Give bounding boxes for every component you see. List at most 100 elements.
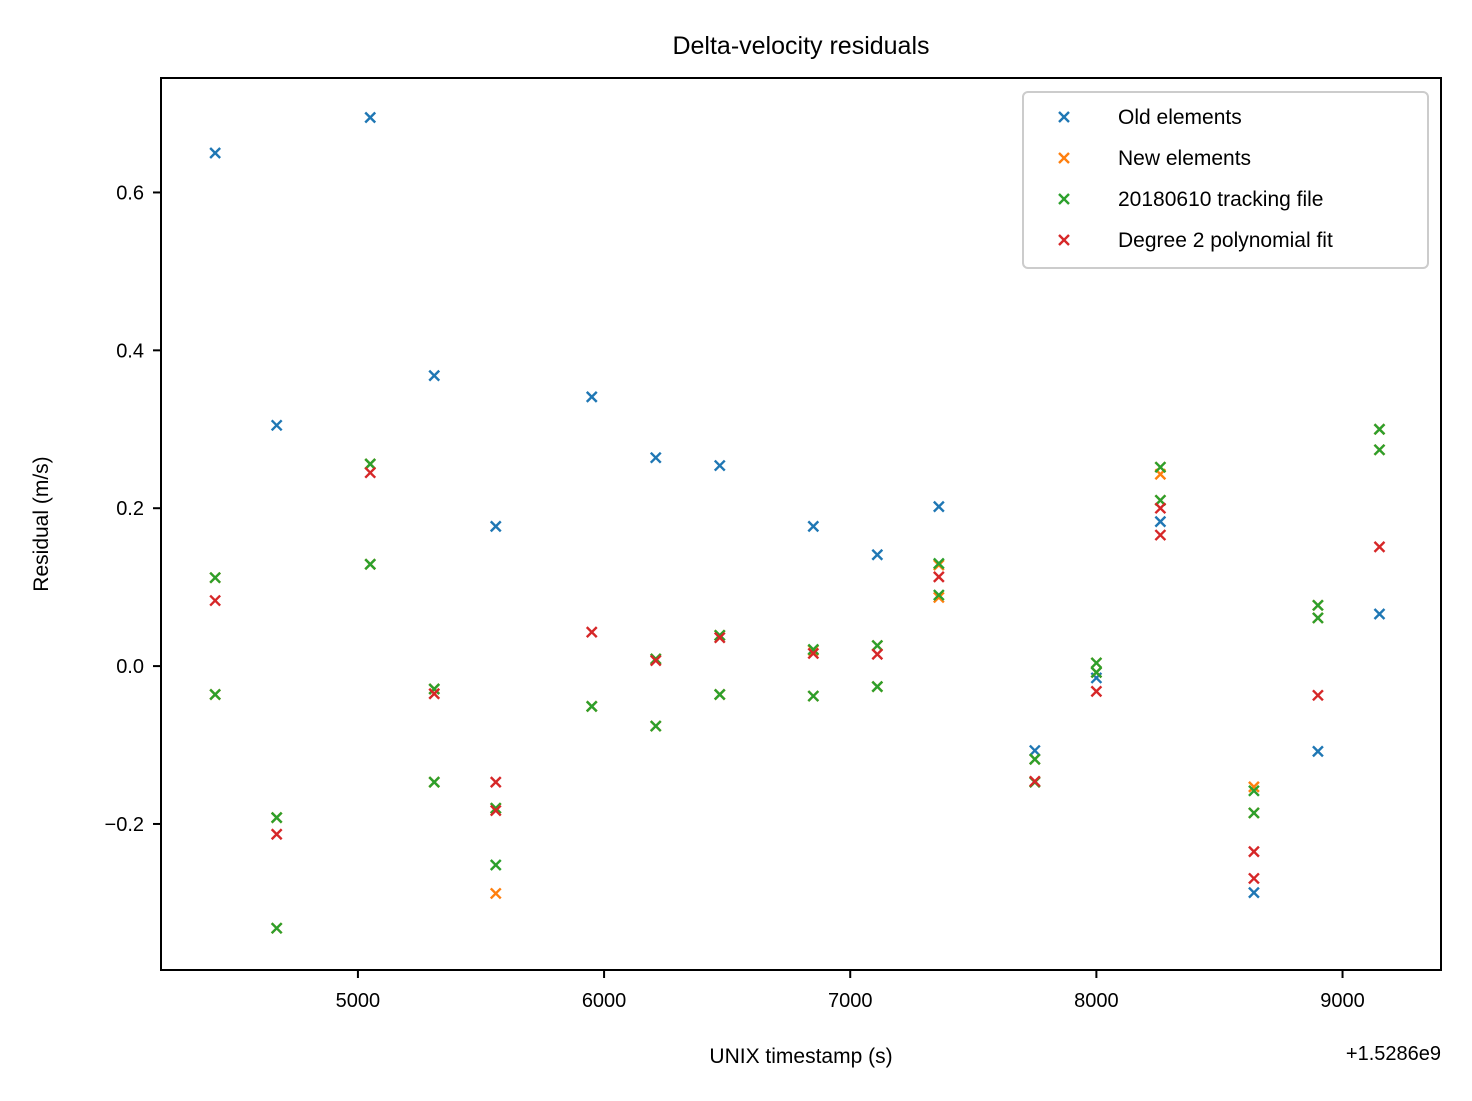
- y-tick-label: 0.6: [116, 182, 144, 204]
- series-0: [209, 111, 1386, 899]
- data-point: [364, 558, 377, 571]
- data-point: [807, 690, 820, 702]
- data-point: [270, 811, 283, 824]
- x-tick-label: 6000: [582, 990, 627, 1012]
- data-point: [807, 520, 820, 533]
- x-tick-label: 7000: [828, 990, 873, 1012]
- series-2: [209, 423, 1386, 935]
- data-point: [428, 687, 441, 700]
- data-point: [489, 520, 502, 533]
- data-point: [1248, 781, 1260, 793]
- data-point: [1248, 807, 1260, 819]
- legend: Old elements New elements 20180610 trackin…: [1022, 91, 1429, 269]
- data-point: [649, 720, 662, 732]
- data-point: [932, 591, 945, 604]
- data-point: [713, 631, 726, 644]
- data-point: [1248, 845, 1260, 858]
- y-tick-label: 0.4: [116, 340, 144, 362]
- data-point: [932, 557, 945, 570]
- legend-marker: [1058, 152, 1070, 164]
- data-point: [871, 648, 884, 661]
- data-point: [1312, 689, 1324, 702]
- data-point: [364, 466, 377, 479]
- plot-frame: [160, 77, 1442, 971]
- data-point: [209, 147, 222, 159]
- data-point: [932, 571, 945, 583]
- legend-entry-label: Degree 2 polynomial fit: [1118, 229, 1333, 252]
- data-point: [1373, 443, 1386, 456]
- x-axis: 5000 6000 7000 8000 9000: [336, 970, 1365, 1012]
- x-axis-label: UNIX timestamp (s): [709, 1045, 892, 1068]
- legend-entry-label: New elements: [1118, 147, 1251, 170]
- data-point: [1373, 423, 1386, 436]
- data-point: [209, 688, 222, 701]
- legend-marker: [1058, 193, 1070, 205]
- data-point: [364, 111, 377, 124]
- data-point: [932, 500, 945, 513]
- data-point: [1154, 529, 1167, 541]
- data-point: [428, 369, 441, 382]
- series-3: [209, 466, 1386, 885]
- data-point: [1373, 608, 1386, 620]
- data-point: [1090, 657, 1103, 669]
- x-tick-label: 5000: [336, 990, 381, 1012]
- data-point: [1248, 784, 1260, 797]
- data-point: [1312, 745, 1324, 758]
- data-point: [807, 643, 820, 656]
- data-point: [1312, 599, 1324, 612]
- legend-entry-label: 20180610 tracking file: [1118, 188, 1323, 211]
- y-tick-label: −0.2: [105, 814, 144, 836]
- data-point: [1090, 666, 1103, 679]
- data-point: [871, 639, 884, 652]
- data-point: [649, 451, 662, 464]
- data-point: [1248, 886, 1260, 899]
- y-tick-label: 0.2: [116, 498, 144, 520]
- data-point: [428, 776, 441, 788]
- data-point: [1154, 461, 1167, 474]
- data-point: [871, 548, 884, 561]
- data-point: [585, 391, 598, 403]
- data-point: [1028, 744, 1041, 757]
- data-point: [489, 887, 502, 900]
- legend-marker: [1058, 234, 1070, 246]
- data-point: [428, 683, 441, 695]
- data-point: [713, 629, 726, 642]
- data-point: [932, 589, 945, 601]
- data-point: [1154, 502, 1167, 515]
- x-tick-label: 9000: [1320, 990, 1365, 1012]
- y-axis-label: Residual (m/s): [30, 456, 53, 591]
- data-point: [871, 680, 884, 693]
- x-offset-label: +1.5286e9: [1346, 1043, 1441, 1065]
- data-point: [1248, 872, 1260, 885]
- data-point: [364, 458, 377, 470]
- y-axis: −0.2 0.0 0.2 0.4 0.6: [105, 182, 161, 836]
- data-point: [1028, 775, 1041, 788]
- data-point: [649, 654, 662, 667]
- data-point: [1090, 685, 1103, 698]
- legend-entry-label: Old elements: [1118, 106, 1242, 129]
- data-point: [209, 594, 222, 607]
- data-point: [270, 419, 283, 432]
- data-point: [1154, 515, 1167, 528]
- data-point: [807, 647, 820, 660]
- data-point: [1312, 612, 1324, 624]
- legend-box: [1022, 91, 1429, 269]
- x-tick-label: 8000: [1074, 990, 1119, 1012]
- series-1: [209, 423, 1386, 935]
- data-point: [585, 626, 598, 638]
- legend-marker: [1058, 111, 1070, 123]
- data-point: [713, 688, 726, 701]
- data-point: [489, 802, 502, 815]
- data-point: [1373, 541, 1386, 553]
- data-point: [489, 859, 502, 871]
- data-point: [270, 922, 283, 935]
- data-point: [270, 828, 283, 841]
- y-tick-label: 0.0: [116, 656, 144, 678]
- data-point: [585, 700, 598, 713]
- chart-title: Delta-velocity residuals: [672, 32, 929, 60]
- data-point: [209, 571, 222, 584]
- data-point: [1028, 753, 1041, 766]
- data-point: [489, 804, 502, 817]
- data-point: [713, 459, 726, 472]
